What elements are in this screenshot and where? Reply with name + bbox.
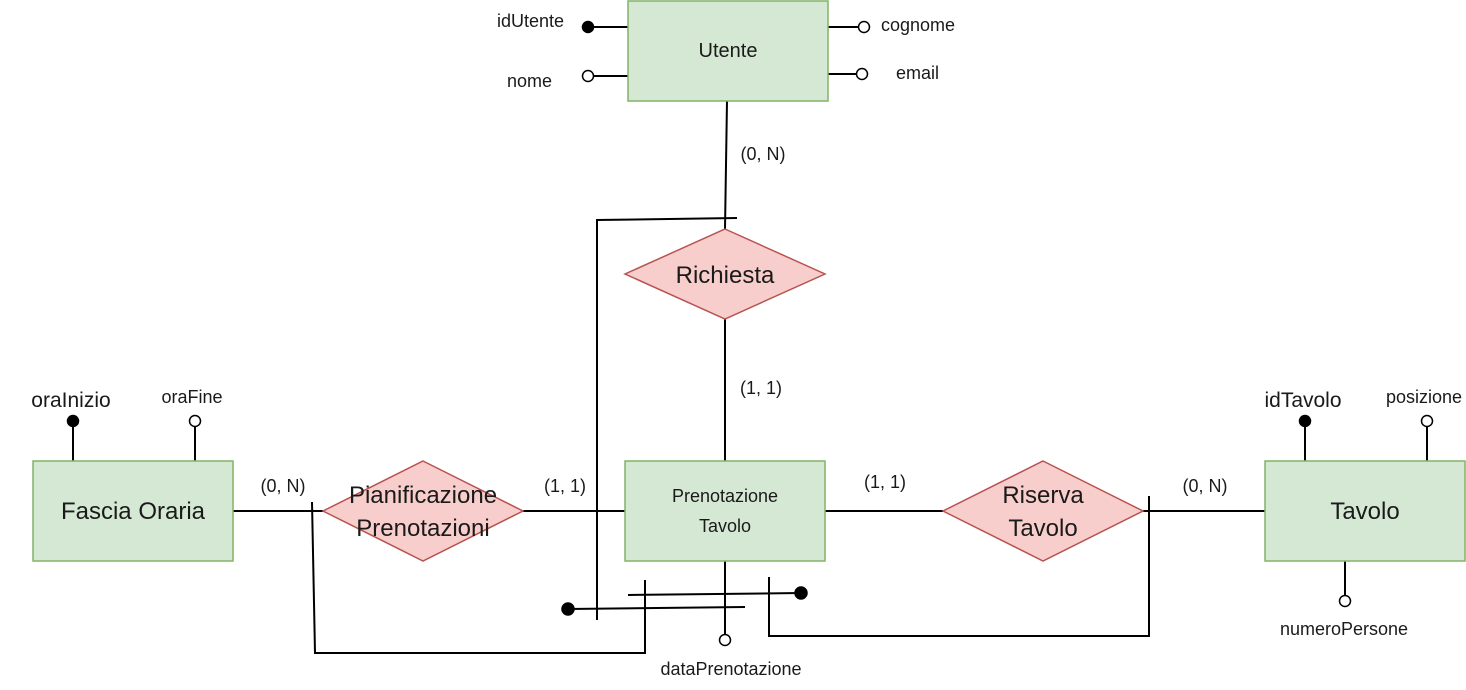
attr-data-prenotazione-marker bbox=[718, 633, 732, 647]
entity-utente[interactable]: Utente bbox=[627, 0, 829, 102]
attr-cognome-marker bbox=[857, 20, 871, 34]
entity-fascia-oraria[interactable]: Fascia Oraria bbox=[32, 460, 234, 562]
id-bracket-fascia bbox=[311, 501, 646, 654]
relationship-pianificazione-label-line2: Prenotazioni bbox=[356, 515, 489, 542]
cardinality-tavolo-riserva: (0, N) bbox=[1183, 476, 1228, 496]
id-bracket-tavolo bbox=[768, 496, 1150, 637]
attr-email-label: email bbox=[896, 63, 939, 83]
attr-data-prenotazione-label: dataPrenotazione bbox=[660, 659, 801, 679]
cardinality-fascia-pianificazione: (0, N) bbox=[261, 476, 306, 496]
relationship-richiesta-label: Richiesta bbox=[676, 262, 775, 289]
relationship-riserva-tavolo[interactable]: Riserva Tavolo bbox=[941, 460, 1145, 562]
cardinality-prenotazione-riserva: (1, 1) bbox=[864, 472, 906, 492]
attr-email-marker bbox=[855, 67, 869, 81]
relationship-pianificazione-label-line1: Pianificazione bbox=[349, 482, 497, 509]
attr-numero-persone-marker bbox=[1338, 594, 1352, 608]
relationship-pianificazione-prenotazioni[interactable]: Pianificazione Prenotazioni bbox=[321, 460, 525, 562]
relationship-richiesta[interactable]: Richiesta bbox=[623, 228, 827, 320]
cardinality-utente-richiesta: (0, N) bbox=[741, 144, 786, 164]
cardinality-prenotazione-pianificazione: (1, 1) bbox=[544, 476, 586, 496]
attr-numero-persone-label: numeroPersone bbox=[1280, 619, 1408, 639]
attribute-labels: idUtente nome cognome email oraInizio or… bbox=[31, 11, 1462, 679]
connections bbox=[72, 26, 1428, 654]
attr-ora-inizio-label: oraInizio bbox=[31, 389, 110, 412]
id-bracket-utente bbox=[596, 217, 738, 620]
relationship-riserva-label-line2: Tavolo bbox=[1008, 515, 1077, 542]
relationship-riserva-label-line1: Riserva bbox=[1002, 482, 1084, 509]
edge-utente-richiesta bbox=[724, 100, 728, 230]
attr-id-tavolo-label: idTavolo bbox=[1264, 389, 1341, 412]
cardinality-prenotazione-richiesta: (1, 1) bbox=[740, 378, 782, 398]
key-attr-ora-inizio-marker bbox=[66, 414, 80, 428]
entity-prenotazione-tavolo[interactable]: Prenotazione Tavolo bbox=[624, 460, 826, 562]
entity-prenotazione-label-line2: Tavolo bbox=[699, 516, 751, 536]
cardinality-labels: (0, N) (1, 1) (0, N) (1, 1) (1, 1) (0, N… bbox=[261, 144, 1228, 496]
entity-tavolo[interactable]: Tavolo bbox=[1264, 460, 1466, 562]
key-attr-id-utente-marker bbox=[581, 20, 595, 34]
attr-nome-marker bbox=[581, 69, 595, 83]
attr-posizione-label: posizione bbox=[1386, 387, 1462, 407]
attr-nome-label: nome bbox=[507, 71, 552, 91]
entity-tavolo-label: Tavolo bbox=[1330, 498, 1399, 525]
entity-utente-label: Utente bbox=[699, 40, 758, 62]
composite-id-bar-upper bbox=[627, 592, 802, 596]
attr-posizione-marker bbox=[1420, 414, 1434, 428]
entity-fascia-oraria-label: Fascia Oraria bbox=[61, 498, 206, 525]
key-attr-id-tavolo-marker bbox=[1298, 414, 1312, 428]
composite-id-marker-left bbox=[561, 602, 575, 616]
composite-id-marker-right bbox=[794, 586, 808, 600]
attr-cognome-label: cognome bbox=[881, 15, 955, 35]
attribute-markers bbox=[66, 20, 1434, 647]
entity-prenotazione-label-line1: Prenotazione bbox=[672, 486, 778, 506]
attr-id-utente-label: idUtente bbox=[497, 11, 564, 31]
attr-ora-fine-marker bbox=[188, 414, 202, 428]
attr-ora-fine-label: oraFine bbox=[161, 387, 222, 407]
composite-id-bar-lower bbox=[567, 606, 746, 610]
